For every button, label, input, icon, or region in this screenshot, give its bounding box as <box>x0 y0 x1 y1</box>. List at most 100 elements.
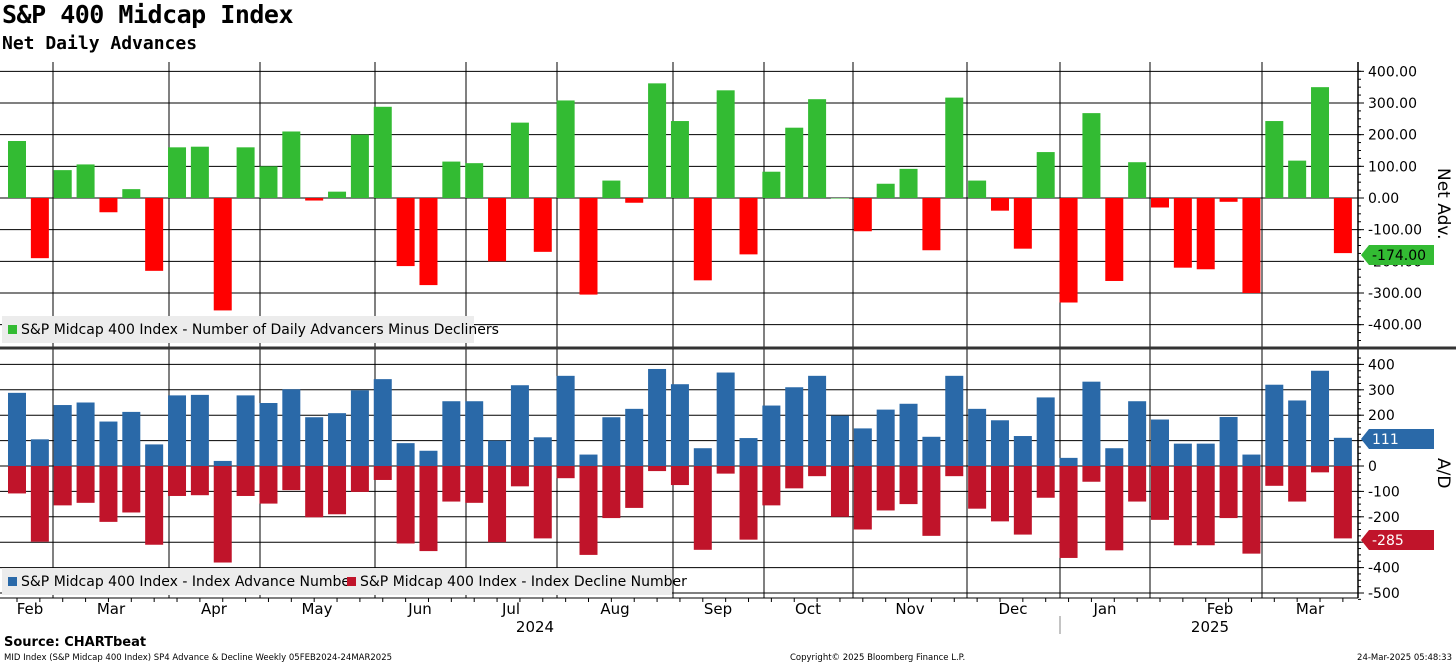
advance-bar <box>282 389 301 466</box>
net-advance-bar <box>1173 198 1192 268</box>
advance-bar <box>305 417 324 466</box>
x-year-label: 2024 <box>516 618 554 636</box>
net-advance-bar <box>419 198 438 286</box>
net-advance-bar <box>1082 113 1101 198</box>
decline-bar <box>328 466 347 515</box>
advance-bar <box>762 405 781 466</box>
x-month-label: Sep <box>704 600 732 618</box>
advance-bar <box>1173 443 1192 466</box>
net-advance-bar <box>625 198 644 203</box>
decline-bar <box>785 466 804 489</box>
advance-bar <box>168 395 187 466</box>
net-advance-bar <box>945 97 964 198</box>
decline-bar <box>1219 466 1238 519</box>
net-advance-bar <box>1196 198 1215 270</box>
decline-bar <box>1288 466 1307 502</box>
decline-bar <box>419 466 438 552</box>
advance-bar <box>830 415 849 466</box>
net-advance-bar <box>808 99 827 198</box>
net-advance-bar <box>762 171 781 198</box>
net-advances-bars <box>8 83 1352 311</box>
decline-bar <box>168 466 187 496</box>
net-advance-bar <box>1242 198 1261 294</box>
advance-bar <box>670 384 689 466</box>
decline-bar <box>282 466 301 491</box>
decline-bar <box>1059 466 1078 558</box>
advance-bar <box>1013 436 1032 466</box>
net-advance-bar <box>442 161 461 198</box>
advance-bar <box>1196 443 1215 466</box>
advance-bar <box>53 405 72 466</box>
legend-decline-swatch <box>347 577 356 586</box>
advance-bar <box>488 440 507 466</box>
advance-bar <box>899 403 918 466</box>
top-y-tick-label: 400.00 <box>1368 64 1417 80</box>
decline-bar <box>145 466 164 545</box>
decline-bar <box>488 466 507 543</box>
chart-title: S&P 400 Midcap Index <box>2 0 294 29</box>
net-advance-bar <box>510 122 529 198</box>
net-advance-bar <box>76 164 95 198</box>
bottom-y-tick-label: -200 <box>1368 510 1400 526</box>
top-y-axis-title: Net Adv. <box>1433 168 1453 240</box>
net-advance-bar <box>602 180 621 198</box>
advance-bar <box>350 390 369 466</box>
advance-bar <box>922 436 941 466</box>
advance-bar <box>876 409 895 466</box>
net-advance-bar <box>830 198 849 199</box>
advance-bar <box>602 417 621 466</box>
net-advance-bar <box>1288 160 1307 198</box>
decline-bar <box>990 466 1009 522</box>
net-advance-bar <box>899 168 918 198</box>
net-advance-bar <box>373 106 392 198</box>
decline-bar <box>968 466 987 509</box>
decline-bar <box>762 466 781 506</box>
net-advance-bar <box>1059 198 1078 303</box>
advance-bar <box>1311 370 1330 466</box>
decline-bar <box>922 466 941 536</box>
decline-bar <box>510 466 529 487</box>
advance-bar <box>396 443 415 466</box>
decline-bar <box>465 466 484 503</box>
bottom-y-tick-label: 400 <box>1368 357 1395 373</box>
net-advance-bar <box>1013 198 1032 249</box>
x-month-label: Jan <box>1092 600 1116 618</box>
advance-bar <box>442 401 461 466</box>
decline-bar <box>1128 466 1147 502</box>
net-advance-bar <box>259 166 278 198</box>
decline-bar <box>625 466 644 508</box>
net-advance-bar <box>30 198 49 259</box>
axes-layer: 400.00300.00200.00100.000.00-100.00-200.… <box>0 62 1456 636</box>
decline-bar <box>396 466 415 544</box>
net-advance-bar <box>785 127 804 198</box>
decline-bar <box>579 466 598 555</box>
advance-bar <box>648 368 667 466</box>
advance-bar <box>1265 384 1284 466</box>
decline-bar <box>8 466 26 494</box>
decline-bar <box>830 466 849 517</box>
net-advance-bar <box>305 198 324 201</box>
decline-bar <box>1242 466 1261 554</box>
advance-bar <box>1082 381 1101 466</box>
x-month-label: Apr <box>201 600 228 618</box>
decline-bar <box>945 466 964 477</box>
advance-last-value-label: 111 <box>1372 432 1399 448</box>
net-advance-bar <box>488 198 507 262</box>
top-y-tick-label: 300.00 <box>1368 96 1417 112</box>
advance-bar <box>1219 416 1238 466</box>
decline-bar <box>190 466 209 496</box>
top-y-tick-label: 0.00 <box>1368 191 1399 207</box>
advance-bar <box>8 392 26 466</box>
net-advance-bar <box>716 90 735 198</box>
net-advance-bar <box>990 198 1009 211</box>
decline-bar <box>1196 466 1215 546</box>
advance-bar <box>190 394 209 466</box>
net-advance-bar <box>648 83 667 198</box>
decline-last-value-label: -285 <box>1372 533 1404 549</box>
decline-last-value-tag: -285 <box>1361 530 1434 550</box>
top-y-tick-label: -100.00 <box>1368 223 1422 239</box>
x-month-label: Oct <box>795 600 821 618</box>
decline-bar <box>122 466 141 513</box>
legend-advance-label: S&P Midcap 400 Index - Index Advance Num… <box>21 574 356 590</box>
